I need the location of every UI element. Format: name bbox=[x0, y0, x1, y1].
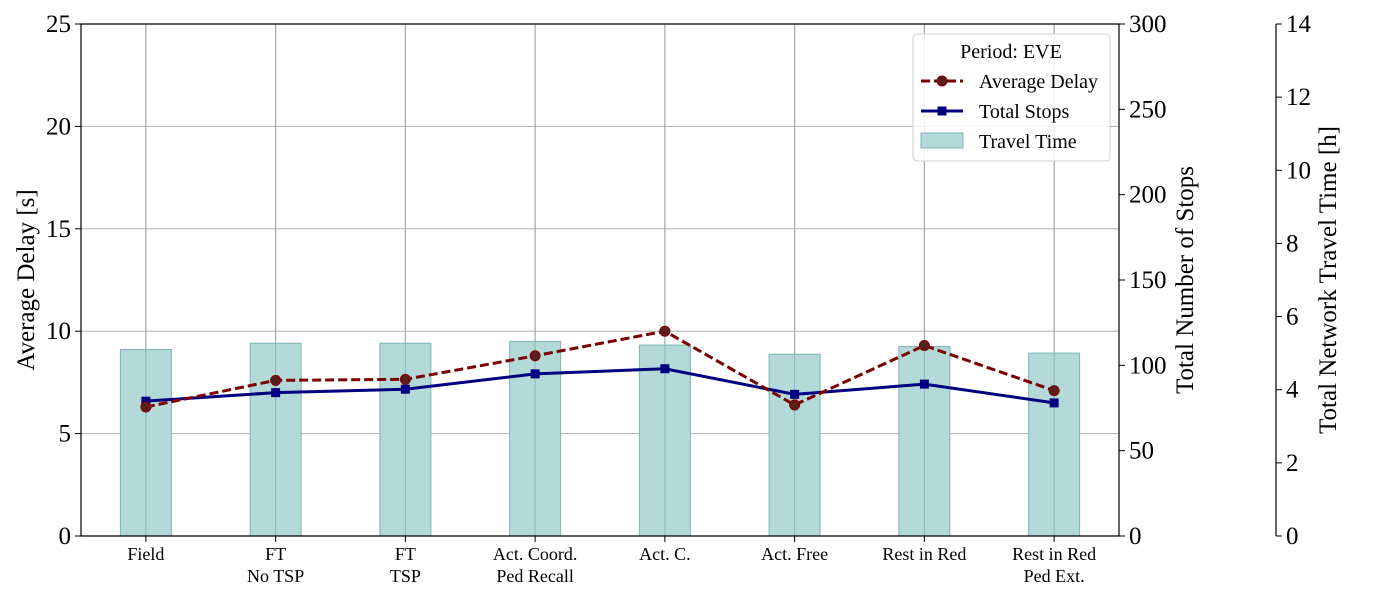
x-axis-category-label-line: Ped Ext. bbox=[1024, 566, 1085, 586]
travel-time-axis-tick-label: 4 bbox=[1286, 377, 1299, 404]
total-stops-point bbox=[660, 364, 670, 374]
x-axis-category-label: FT TSP bbox=[390, 544, 421, 586]
stops-axis-tick-label: 250 bbox=[1129, 96, 1167, 123]
average-delay-line bbox=[145, 329, 1055, 409]
tick-labels: 051015202505010015020025030002468101214F… bbox=[46, 11, 1312, 586]
legend-item-total-stops: Total Stops bbox=[921, 101, 1069, 123]
total-stops-point bbox=[400, 384, 410, 394]
x-axis-category-label-line: Act. Coord. bbox=[493, 544, 578, 564]
legend-marker-average-delay bbox=[936, 75, 948, 87]
x-axis-category-label-line: TSP bbox=[390, 566, 421, 586]
average-delay-point bbox=[529, 350, 541, 362]
average-delay-point bbox=[1048, 385, 1060, 397]
x-axis-category-label: FT No TSP bbox=[247, 544, 304, 586]
travel-time-axis-title: Total Network Travel Time [h] bbox=[1315, 126, 1342, 434]
legend-marker-total-stops bbox=[937, 106, 947, 116]
stops-axis-title: Total Number of Stops bbox=[1172, 166, 1199, 394]
left-axis-tick-label: 20 bbox=[46, 113, 71, 140]
legend-label-total-stops: Total Stops bbox=[979, 101, 1069, 123]
x-axis-category-label-line: Rest in Red bbox=[1012, 544, 1096, 564]
total-stops-point bbox=[919, 379, 929, 389]
travel-time-axis-tick-label: 8 bbox=[1286, 230, 1299, 257]
travel-time-bars bbox=[119, 24, 1081, 537]
travel-time-axis-tick-label: 10 bbox=[1286, 157, 1311, 184]
stops-axis-tick-label: 50 bbox=[1129, 438, 1154, 465]
x-axis-category-label-line: Rest in Red bbox=[882, 544, 966, 564]
stops-axis-tick-label: 0 bbox=[1129, 523, 1142, 550]
x-axis-category-label-line: No TSP bbox=[247, 566, 304, 586]
stops-axis-tick-label: 100 bbox=[1129, 352, 1167, 379]
x-axis-category-label: Rest in Red Ped Ext. bbox=[1012, 544, 1096, 586]
legend-title: Period: EVE bbox=[960, 41, 1062, 63]
average-delay-point bbox=[140, 401, 152, 413]
total-stops-point bbox=[271, 388, 281, 398]
average-delay-point bbox=[789, 399, 801, 411]
legend-label-travel-time: Travel Time bbox=[979, 131, 1077, 153]
travel-time-axis-tick-label: 14 bbox=[1286, 11, 1312, 38]
total-stops-point bbox=[790, 389, 800, 399]
legend: Period: EVE Average Delay Total Stops Tr… bbox=[912, 33, 1111, 162]
x-axis-category-label: Field bbox=[127, 544, 164, 564]
legend-swatch-travel-time bbox=[920, 132, 964, 149]
travel-time-axis-tick-label: 12 bbox=[1286, 84, 1311, 111]
average-delay-point bbox=[918, 340, 930, 352]
travel-time-axis-tick-label: 2 bbox=[1286, 450, 1299, 477]
travel-time-axis-tick-label: 6 bbox=[1286, 304, 1299, 331]
x-axis-category-label-line: Field bbox=[127, 544, 164, 564]
average-delay-point bbox=[659, 325, 671, 337]
legend-label-average-delay: Average Delay bbox=[979, 71, 1098, 93]
x-axis-category-label-line: Act. C. bbox=[639, 544, 691, 564]
left-axis-tick-label: 0 bbox=[59, 523, 72, 550]
travel-time-axis-tick-label: 0 bbox=[1286, 523, 1299, 550]
total-stops-point bbox=[1049, 398, 1059, 408]
legend-item-travel-time: Travel Time bbox=[920, 131, 1077, 153]
x-axis-category-label-line: FT bbox=[395, 544, 416, 564]
total-stops-point bbox=[530, 369, 540, 379]
x-axis-category-label: Rest in Red bbox=[882, 544, 966, 564]
stops-axis-tick-label: 300 bbox=[1129, 11, 1167, 38]
legend-box bbox=[912, 33, 1111, 162]
x-axis-category-label: Act. Free bbox=[761, 544, 828, 564]
total-stops-point bbox=[141, 396, 151, 406]
left-axis-tick-label: 5 bbox=[59, 421, 72, 448]
left-axis-tick-label: 10 bbox=[46, 318, 71, 345]
stops-axis-tick-label: 200 bbox=[1129, 182, 1167, 209]
x-axis-category-label: Act. C. bbox=[639, 544, 691, 564]
average-delay-point bbox=[270, 374, 282, 386]
total-stops-line bbox=[145, 367, 1055, 405]
legend-item-average-delay: Average Delay bbox=[921, 71, 1098, 93]
axes bbox=[75, 23, 1282, 542]
left-axis-title: Average Delay [s] bbox=[13, 189, 40, 370]
stops-axis-tick-label: 150 bbox=[1129, 267, 1167, 294]
x-axis-category-label-line: FT bbox=[265, 544, 286, 564]
series-lines bbox=[140, 325, 1060, 413]
x-axis-category-label-line: Act. Free bbox=[761, 544, 828, 564]
left-axis-tick-label: 25 bbox=[46, 11, 71, 38]
average-delay-point bbox=[399, 373, 411, 385]
left-axis-tick-label: 15 bbox=[46, 216, 71, 243]
x-axis-category-label: Act. Coord. Ped Recall bbox=[493, 544, 578, 586]
x-axis-category-label-line: Ped Recall bbox=[496, 566, 573, 586]
